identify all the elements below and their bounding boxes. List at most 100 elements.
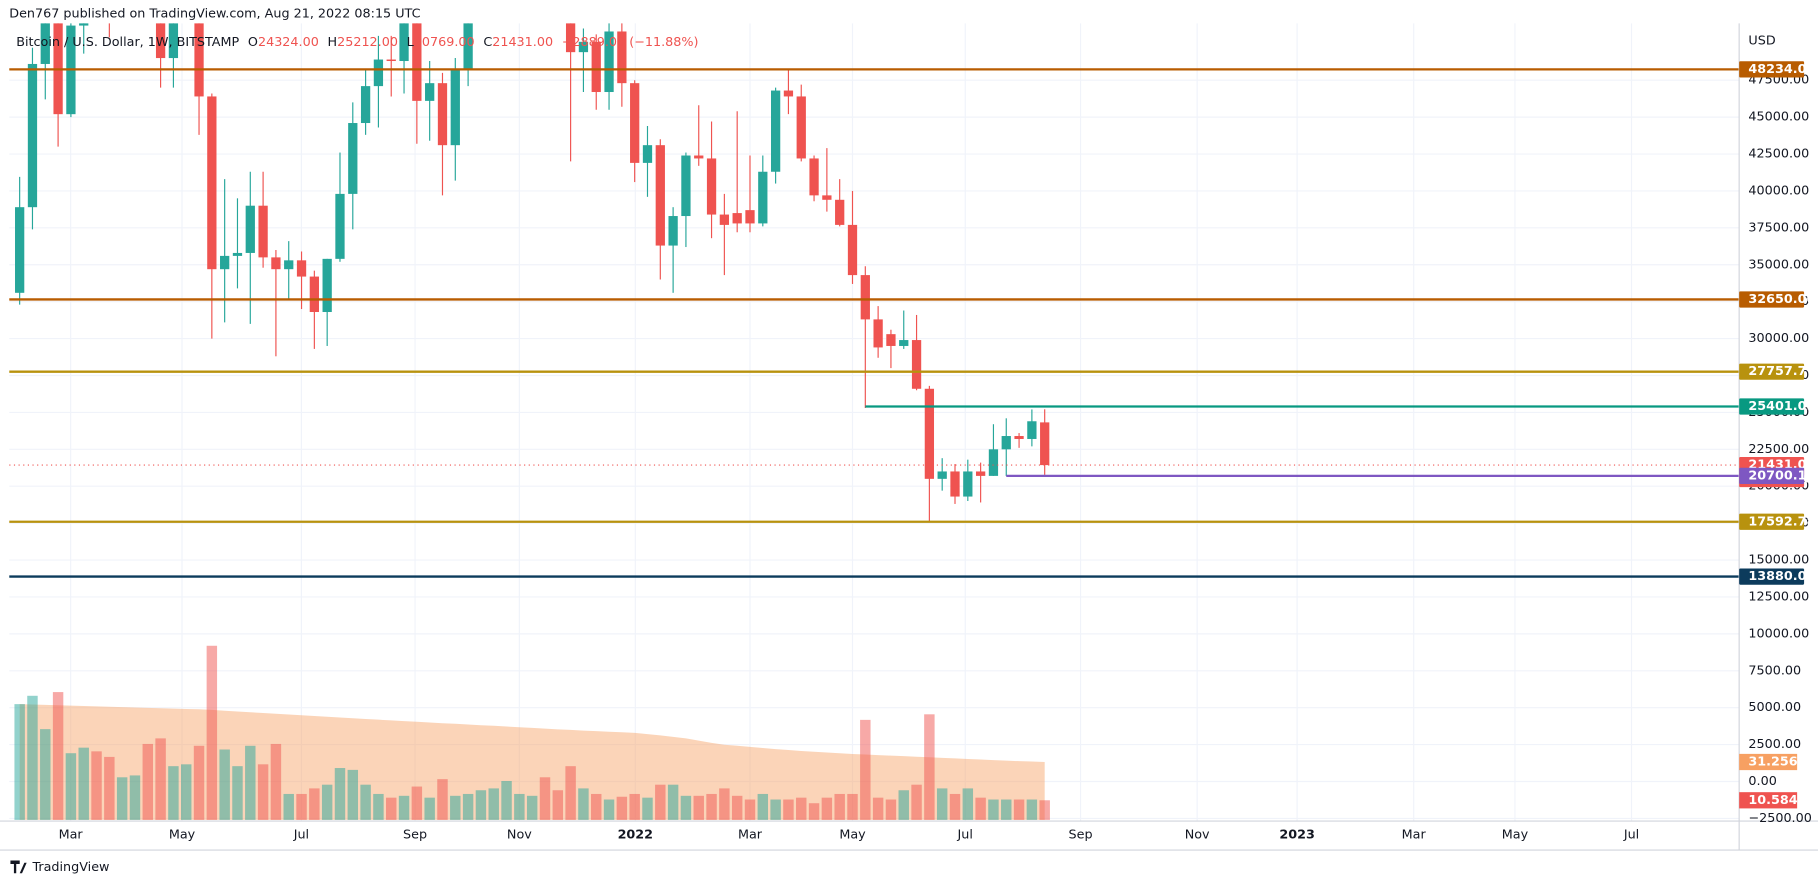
volume-bar <box>655 784 666 820</box>
x-tick-label: Jul <box>293 827 309 842</box>
candle-body <box>155 23 166 59</box>
levels <box>9 68 1740 578</box>
candle-body <box>309 276 319 313</box>
volume-bar <box>949 793 961 820</box>
candle-body <box>450 69 460 146</box>
volume-bar <box>475 790 487 820</box>
volume-bar <box>603 799 615 820</box>
candle-body <box>681 155 691 217</box>
volume-bar <box>347 769 359 820</box>
x-tick-label: Jul <box>1623 827 1639 842</box>
volume-bar <box>283 793 294 820</box>
candle-body <box>988 449 999 476</box>
y-tick-label: 42500.00 <box>1748 147 1809 162</box>
volume-bar <box>565 766 576 820</box>
volume-bar <box>706 793 717 820</box>
candle-body <box>770 90 781 172</box>
level-tag <box>1739 398 1805 415</box>
volume-bar <box>1013 799 1025 820</box>
candle-body <box>348 123 358 194</box>
candle-body <box>911 340 922 389</box>
volume-bar <box>40 729 51 820</box>
volume-bar <box>1026 799 1038 820</box>
candle-body <box>924 388 935 479</box>
y-tick-label: 37500.00 <box>1748 220 1809 235</box>
candle-body <box>232 252 243 256</box>
volume-ma-tag <box>1739 753 1798 771</box>
candle-body <box>1001 436 1011 450</box>
volume-bar <box>65 753 77 820</box>
header: Den767 published on TradingView.com, Aug… <box>9 7 420 22</box>
volume-bar <box>206 645 218 820</box>
candle-body <box>207 96 217 270</box>
candle-body <box>360 86 371 124</box>
candle-body <box>1027 421 1037 439</box>
x-tick-label: Mar <box>59 827 84 842</box>
volume-bar <box>232 766 243 820</box>
candle-body <box>15 207 25 293</box>
legend-change: −2889.00 (−11.88%) <box>562 34 699 49</box>
volume-bar <box>181 764 192 820</box>
candle-body <box>284 260 294 270</box>
volume-bar <box>680 795 692 820</box>
volume-bar <box>629 793 640 820</box>
candle-body <box>565 23 576 53</box>
level-label: 25401.05 <box>1748 399 1815 414</box>
x-tick-label: Nov <box>507 827 532 842</box>
candle-body <box>630 83 640 163</box>
level-label: 48234.00 <box>1748 62 1815 77</box>
y-tick-label: 2500.00 <box>1748 737 1801 752</box>
grid <box>9 23 1740 822</box>
candles <box>15 23 1050 522</box>
currency: USD <box>1748 33 1775 48</box>
volume-bar <box>78 747 89 820</box>
y-tick-label: 10000.00 <box>1748 626 1809 641</box>
candle-body <box>296 260 307 277</box>
volume-bar <box>719 788 730 820</box>
volume-bar <box>616 796 628 820</box>
legend: Bitcoin / U.S. Dollar, 1W, BITSTAMP O243… <box>16 34 698 49</box>
volume-bar <box>296 793 307 820</box>
candle-body <box>706 158 717 215</box>
candle-body <box>950 471 960 497</box>
volume-bar <box>539 777 551 820</box>
volume-bar <box>731 795 743 820</box>
y-tick-label: 35000.00 <box>1748 257 1809 272</box>
candle-body <box>322 258 332 313</box>
legend-value: 25212.00 <box>337 34 398 49</box>
legend-label: O <box>248 34 258 49</box>
x-tick-label: Sep <box>1069 827 1093 842</box>
volume-bar <box>168 766 179 820</box>
volume-bar <box>962 788 974 820</box>
volume-bar <box>898 790 909 820</box>
x-tick-label: Nov <box>1185 827 1210 842</box>
volume-bar <box>501 780 512 820</box>
volume-bar <box>578 788 589 820</box>
volume-bar <box>424 797 435 820</box>
volume-bar <box>488 788 499 820</box>
volume-bar <box>757 793 769 820</box>
candle-body <box>809 158 819 196</box>
candle-body <box>386 59 396 62</box>
y-tick-label: 5000.00 <box>1748 700 1801 715</box>
volume-bar <box>770 799 781 820</box>
volume-bar <box>437 779 448 820</box>
volume-bar <box>257 764 269 820</box>
axes: −2500.00 0.00 2500.00 5000.00 7500.00 10000.0… <box>59 61 1816 842</box>
volume-bar <box>847 793 858 820</box>
volume-bar <box>321 784 333 820</box>
candle-body <box>719 214 730 225</box>
volume-bar <box>334 768 346 820</box>
legend-value: 20769.00 <box>414 34 475 49</box>
candle-body <box>783 90 794 97</box>
x-tick-label: May <box>839 827 866 842</box>
volume-bar <box>91 751 102 820</box>
legend-value: 21431.00 <box>492 34 553 49</box>
volume-bar <box>975 797 986 820</box>
volume-bar <box>219 749 230 820</box>
logo-icon <box>10 860 27 874</box>
candle-body <box>1014 436 1024 439</box>
volume-bar <box>783 799 794 820</box>
candle-body <box>975 471 986 476</box>
